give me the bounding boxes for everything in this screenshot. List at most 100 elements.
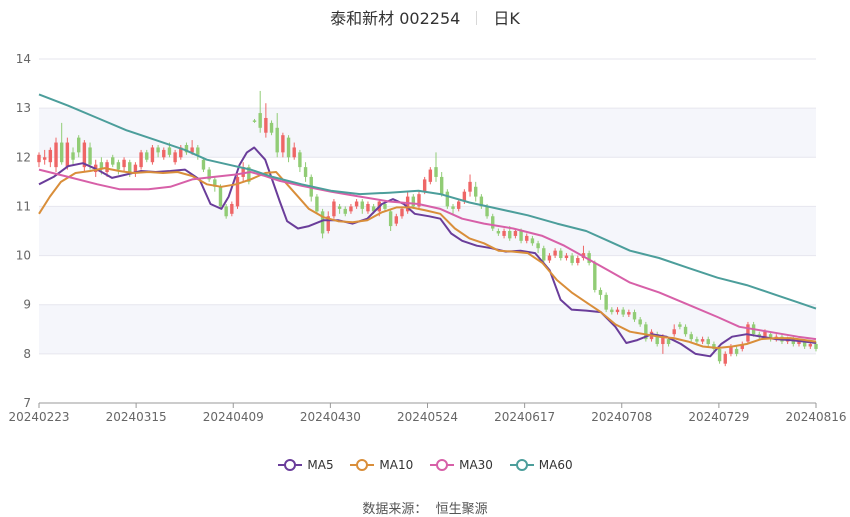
candle-body: [768, 334, 773, 340]
candle-body: [485, 206, 489, 217]
candle-body: [740, 344, 744, 349]
candle-body: [241, 167, 245, 177]
candle-body: [417, 194, 421, 207]
candle-body: [54, 142, 58, 168]
candle-body: [332, 201, 336, 217]
candle-body: [632, 312, 637, 320]
candle-body: [184, 145, 189, 153]
y-tick-label: 7: [23, 396, 31, 410]
candle-body: [695, 339, 699, 342]
y-tick-label: 10: [16, 249, 31, 263]
x-tick-label: 20240617: [494, 410, 555, 424]
candle-body: [88, 147, 92, 165]
period-tab-daily[interactable]: 日K: [493, 9, 520, 28]
candle-body: [763, 331, 767, 337]
candle-body: [269, 122, 274, 133]
candle-body: [502, 231, 506, 236]
candle-body: [598, 289, 603, 295]
y-tick-label: 12: [16, 150, 31, 164]
candle-body: [422, 179, 427, 192]
candle-body: [82, 142, 87, 168]
candle-body: [179, 147, 183, 158]
ma-line-ma60: [38, 93, 817, 310]
legend-marker-ma60: [509, 459, 534, 471]
x-tick-label: 20240524: [397, 410, 458, 424]
candle-body: [59, 142, 64, 163]
candle-body: [547, 255, 552, 261]
candle-body: [320, 211, 325, 234]
candle-body: [734, 348, 739, 354]
candle-body: [37, 154, 41, 163]
candle-body: [116, 162, 121, 170]
candle-body: [576, 258, 580, 263]
candle-body: [281, 135, 285, 153]
candle-body: [122, 159, 126, 168]
grid-band: [39, 304, 816, 354]
y-tick-label: 14: [16, 52, 31, 66]
candle-body: [366, 203, 370, 212]
candle-body: [218, 186, 223, 207]
candle-body: [360, 201, 364, 209]
candle-body: [530, 238, 535, 244]
candle-body: [700, 339, 705, 342]
legend-item-ma10[interactable]: MA10: [349, 458, 413, 472]
candle-body: [729, 346, 733, 354]
candle-body: [644, 324, 648, 340]
candle-body: [638, 319, 642, 325]
candle-body: [258, 113, 262, 128]
legend-item-ma30[interactable]: MA30: [429, 458, 493, 472]
candle-body: [65, 142, 70, 168]
ma-line-ma10: [38, 167, 817, 349]
legend-item-ma5[interactable]: MA5: [277, 458, 334, 472]
candle-body: [145, 152, 149, 160]
candle-body: [196, 147, 200, 155]
candle-body: [167, 147, 172, 155]
candle-body: [349, 206, 353, 212]
candle-body: [451, 206, 455, 209]
x-tick-label: 20240430: [300, 410, 361, 424]
x-tick-label: 20240223: [8, 410, 69, 424]
candle-body: [201, 159, 206, 170]
title-separator: [476, 11, 478, 25]
candle-body: [615, 309, 620, 313]
candle-body: [587, 253, 591, 263]
stock-title: 泰和新材 002254: [330, 9, 461, 28]
candle-body: [150, 147, 155, 163]
candle-body: [235, 176, 240, 207]
candle-body: [207, 169, 211, 180]
legend-item-ma60[interactable]: MA60: [509, 458, 573, 472]
candle-body: [230, 203, 234, 214]
candle-body: [99, 162, 104, 170]
candle-body: [706, 339, 710, 345]
legend-marker-ma30: [430, 459, 455, 471]
candle-body: [627, 312, 631, 315]
candle-body: [564, 255, 569, 259]
candle-body: [133, 164, 138, 173]
candle-body: [621, 309, 625, 315]
candle-body: [354, 201, 359, 207]
candle-body: [292, 147, 296, 158]
candle-body: [797, 341, 801, 345]
candle-body: [156, 147, 160, 153]
candle-body: [519, 231, 523, 241]
candle-body: [808, 344, 813, 347]
candle-body: [264, 117, 268, 133]
candle-body: [508, 231, 512, 239]
candle-body: [746, 324, 750, 342]
candle-body: [303, 167, 308, 177]
candle-body: [400, 208, 404, 217]
candle-body: [661, 336, 665, 345]
candle-body: [593, 262, 597, 290]
candle-body: [496, 231, 501, 234]
candle-body: [542, 248, 546, 261]
chart-header: 泰和新材 002254 日K: [0, 5, 850, 29]
candle-body: [247, 167, 251, 182]
candle-body: [326, 216, 330, 231]
candle-body: [666, 339, 671, 345]
legend-label-ma30: MA30: [459, 458, 493, 472]
candle-body: [689, 334, 693, 340]
y-tick-label: 8: [23, 347, 31, 361]
candle-body: [610, 309, 614, 313]
candle-body: [298, 152, 302, 168]
candle-body: [394, 216, 399, 224]
